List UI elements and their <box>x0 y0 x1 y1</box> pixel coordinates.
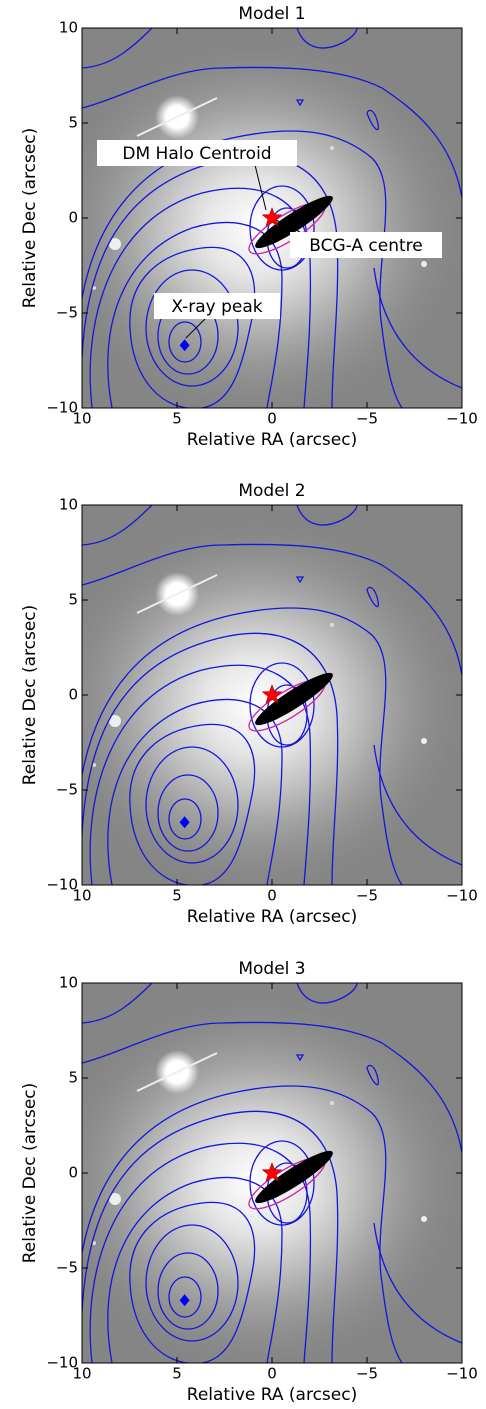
annotation: X-ray peak <box>171 297 262 317</box>
annotation-arrow <box>254 164 267 211</box>
y-tick-label: 5 <box>68 114 78 132</box>
annotation: BCG-A centre <box>309 236 423 256</box>
annotation-box <box>290 232 442 258</box>
x-tick-label: 5 <box>172 887 182 905</box>
x-tick-label: 0 <box>267 1365 277 1383</box>
y-tick-label: 0 <box>68 209 78 227</box>
y-axis-label: Relative Dec (arcsec) <box>20 128 40 309</box>
x-tick-label: −5 <box>356 1365 378 1383</box>
y-tick-label: −5 <box>56 781 78 799</box>
image <box>47 28 467 418</box>
y-axis-label: Relative Dec (arcsec) <box>20 605 40 786</box>
annotation-box <box>154 293 280 319</box>
x-tick-label: 5 <box>172 410 182 428</box>
y-tick-label: −5 <box>56 304 78 322</box>
y-tick-label: −5 <box>56 1259 78 1277</box>
y-tick-label: −10 <box>46 876 78 894</box>
x-tick-label: −5 <box>356 887 378 905</box>
x-tick-label: 0 <box>267 887 277 905</box>
panel-title: Model 3 <box>238 959 305 979</box>
annotation-arrow <box>275 219 301 233</box>
star-marker <box>261 207 283 227</box>
x-tick-label: −10 <box>446 887 478 905</box>
image <box>47 505 467 895</box>
y-tick-label: 0 <box>68 1164 78 1182</box>
x-axis-label: Relative RA (arcsec) <box>187 1385 357 1405</box>
x-axis-label: Relative RA (arcsec) <box>187 430 357 450</box>
image <box>47 983 467 1373</box>
x-tick-label: 10 <box>72 1365 91 1383</box>
y-tick-label: 10 <box>59 974 78 992</box>
panel-title: Model 1 <box>238 4 305 24</box>
star-marker <box>261 684 283 704</box>
y-tick-label: 5 <box>68 1069 78 1087</box>
annotation-arrow <box>185 318 206 339</box>
x-axis-label: Relative RA (arcsec) <box>187 907 357 927</box>
panel-title: Model 2 <box>238 481 305 501</box>
x-tick-label: 0 <box>267 410 277 428</box>
annotation-box <box>97 140 297 166</box>
x-tick-label: 5 <box>172 1365 182 1383</box>
x-tick-label: 10 <box>72 887 91 905</box>
y-tick-label: 5 <box>68 591 78 609</box>
y-tick-label: −10 <box>46 1354 78 1372</box>
x-tick-label: −10 <box>446 410 478 428</box>
diamond-marker <box>179 816 190 829</box>
x-tick-label: 10 <box>72 410 91 428</box>
star-marker <box>261 1162 283 1182</box>
y-axis-label: Relative Dec (arcsec) <box>20 1083 40 1264</box>
diamond-marker <box>179 339 190 352</box>
x-tick-label: −10 <box>446 1365 478 1383</box>
y-tick-label: −10 <box>46 399 78 417</box>
x-tick-label: −5 <box>356 410 378 428</box>
diamond-marker <box>179 1294 190 1307</box>
annotation: DM Halo Centroid <box>122 144 271 164</box>
y-tick-label: 0 <box>68 686 78 704</box>
y-tick-label: 10 <box>59 19 78 37</box>
y-tick-label: 10 <box>59 496 78 514</box>
